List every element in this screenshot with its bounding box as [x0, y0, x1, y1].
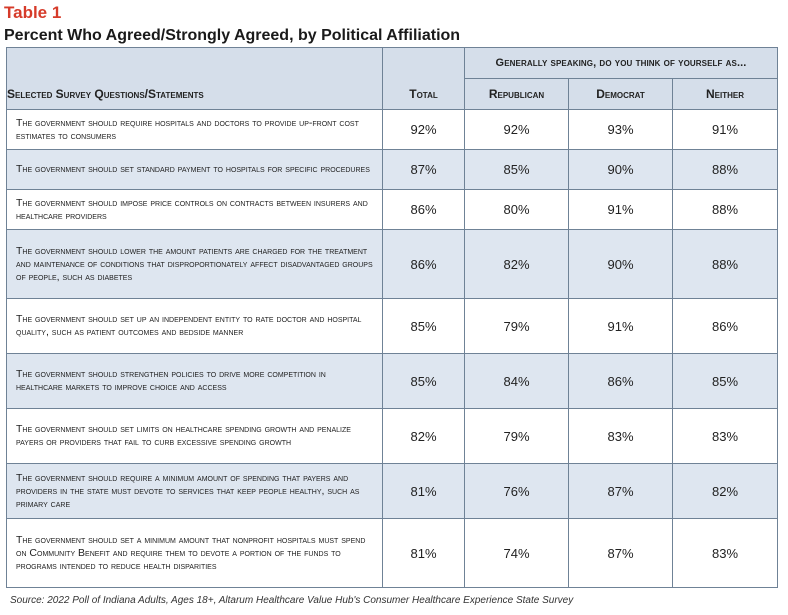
democrat-cell: 91% — [569, 190, 673, 230]
democrat-cell: 90% — [569, 150, 673, 190]
neither-cell: 86% — [673, 299, 778, 354]
neither-column-header: Neither — [673, 79, 778, 110]
total-cell: 82% — [383, 409, 465, 464]
republican-cell: 79% — [465, 409, 569, 464]
neither-cell: 88% — [673, 190, 778, 230]
affiliation-group-header: Generally speaking, do you think of your… — [465, 48, 778, 79]
table-label: Table 1 — [4, 3, 61, 23]
question-cell: The government should set limits on heal… — [7, 409, 383, 464]
table-row: The government should set standard payme… — [7, 150, 778, 190]
republican-cell: 79% — [465, 299, 569, 354]
neither-cell: 88% — [673, 150, 778, 190]
total-column-header: Total — [383, 48, 465, 110]
table-row: The government should strengthen policie… — [7, 354, 778, 409]
table-title: Percent Who Agreed/Strongly Agreed, by P… — [4, 27, 460, 45]
total-cell: 86% — [383, 230, 465, 299]
page: Table 1 Percent Who Agreed/Strongly Agre… — [0, 0, 788, 615]
democrat-cell: 86% — [569, 354, 673, 409]
neither-cell: 85% — [673, 354, 778, 409]
democrat-cell: 87% — [569, 519, 673, 588]
neither-cell: 83% — [673, 519, 778, 588]
neither-cell: 88% — [673, 230, 778, 299]
republican-cell: 80% — [465, 190, 569, 230]
question-cell: The government should set standard payme… — [7, 150, 383, 190]
question-cell: The government should require hospitals … — [7, 110, 383, 150]
democrat-cell: 90% — [569, 230, 673, 299]
table-row: The government should set up an independ… — [7, 299, 778, 354]
democrat-cell: 91% — [569, 299, 673, 354]
question-cell: The government should set a minimum amou… — [7, 519, 383, 588]
neither-cell: 91% — [673, 110, 778, 150]
democrat-cell: 93% — [569, 110, 673, 150]
source-note: Source: 2022 Poll of Indiana Adults, Age… — [10, 595, 573, 606]
democrat-column-header: Democrat — [569, 79, 673, 110]
republican-cell: 82% — [465, 230, 569, 299]
question-cell: The government should set up an independ… — [7, 299, 383, 354]
question-cell: The government should impose price contr… — [7, 190, 383, 230]
total-cell: 86% — [383, 190, 465, 230]
total-cell: 81% — [383, 464, 465, 519]
question-column-header: Selected Survey Questions/Statements — [7, 48, 383, 110]
survey-table: Selected Survey Questions/Statements Tot… — [6, 47, 778, 588]
total-cell: 81% — [383, 519, 465, 588]
democrat-cell: 87% — [569, 464, 673, 519]
table-row: The government should lower the amount p… — [7, 230, 778, 299]
question-cell: The government should lower the amount p… — [7, 230, 383, 299]
republican-cell: 76% — [465, 464, 569, 519]
question-cell: The government should require a minimum … — [7, 464, 383, 519]
total-cell: 87% — [383, 150, 465, 190]
table-row: The government should impose price contr… — [7, 190, 778, 230]
table-row: The government should require hospitals … — [7, 110, 778, 150]
neither-cell: 82% — [673, 464, 778, 519]
republican-cell: 85% — [465, 150, 569, 190]
republican-cell: 74% — [465, 519, 569, 588]
neither-cell: 83% — [673, 409, 778, 464]
table-row: The government should set limits on heal… — [7, 409, 778, 464]
republican-cell: 92% — [465, 110, 569, 150]
group-header-row: Selected Survey Questions/Statements Tot… — [7, 48, 778, 79]
total-cell: 92% — [383, 110, 465, 150]
democrat-cell: 83% — [569, 409, 673, 464]
republican-column-header: Republican — [465, 79, 569, 110]
question-cell: The government should strengthen policie… — [7, 354, 383, 409]
table-row: The government should require a minimum … — [7, 464, 778, 519]
table-row: The government should set a minimum amou… — [7, 519, 778, 588]
total-column-label: Total — [409, 87, 438, 101]
total-cell: 85% — [383, 299, 465, 354]
republican-cell: 84% — [465, 354, 569, 409]
question-column-label: Selected Survey Questions/Statements — [7, 87, 204, 101]
total-cell: 85% — [383, 354, 465, 409]
